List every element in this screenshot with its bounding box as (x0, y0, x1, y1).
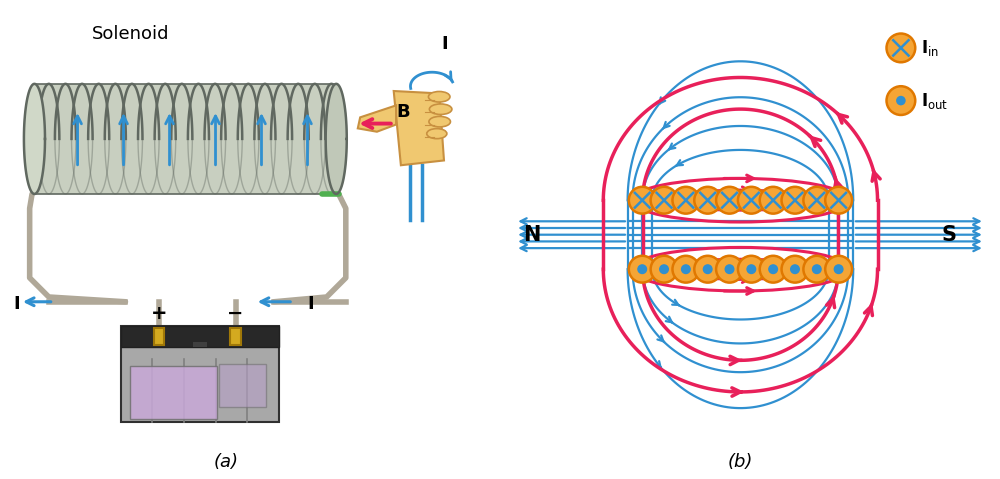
Polygon shape (394, 91, 444, 165)
Ellipse shape (429, 116, 450, 127)
Polygon shape (321, 84, 342, 139)
Circle shape (694, 187, 721, 214)
Polygon shape (238, 84, 259, 139)
Text: I: I (442, 35, 448, 53)
Circle shape (629, 187, 656, 214)
Text: $\mathbf{I}_{\rm in}$: $\mathbf{I}_{\rm in}$ (921, 38, 939, 58)
Bar (121, 326, 279, 422)
Circle shape (896, 96, 906, 105)
Text: $\mathbf{I}_{\rm out}$: $\mathbf{I}_{\rm out}$ (921, 91, 949, 111)
Polygon shape (155, 84, 176, 139)
Circle shape (782, 256, 808, 283)
Text: N: N (523, 225, 541, 245)
Circle shape (760, 187, 787, 214)
Bar (121, 326, 279, 347)
Polygon shape (271, 84, 292, 139)
Circle shape (738, 256, 765, 283)
Text: I: I (307, 295, 314, 313)
Polygon shape (38, 84, 59, 139)
Circle shape (747, 265, 756, 274)
Polygon shape (205, 84, 226, 139)
Circle shape (825, 187, 852, 214)
Polygon shape (304, 84, 325, 139)
Bar (130, 366, 217, 419)
Text: (b): (b) (728, 453, 753, 471)
Circle shape (660, 265, 668, 274)
Bar (154, 328, 164, 345)
Polygon shape (105, 84, 126, 139)
Text: +: + (151, 304, 167, 323)
Circle shape (638, 265, 647, 274)
Ellipse shape (427, 129, 447, 139)
Polygon shape (138, 84, 159, 139)
Circle shape (803, 187, 830, 214)
Bar (193, 342, 207, 347)
Polygon shape (55, 84, 76, 139)
Circle shape (703, 265, 712, 274)
Circle shape (760, 256, 787, 283)
Circle shape (716, 256, 743, 283)
Circle shape (738, 187, 765, 214)
Bar (34, 84, 336, 194)
Circle shape (651, 187, 677, 214)
Polygon shape (358, 105, 396, 132)
Text: (a): (a) (214, 453, 239, 471)
Circle shape (803, 256, 830, 283)
Ellipse shape (428, 91, 450, 102)
Polygon shape (188, 84, 209, 139)
Polygon shape (326, 84, 347, 194)
Circle shape (825, 256, 852, 283)
Polygon shape (171, 84, 192, 139)
Circle shape (834, 265, 843, 274)
Text: I: I (13, 295, 20, 313)
Polygon shape (221, 84, 242, 139)
Circle shape (725, 265, 734, 274)
Circle shape (694, 256, 721, 283)
Bar (230, 328, 241, 345)
Circle shape (716, 187, 743, 214)
Circle shape (887, 34, 915, 62)
Circle shape (782, 187, 808, 214)
Text: −: − (227, 304, 244, 323)
Polygon shape (24, 84, 45, 194)
Polygon shape (72, 84, 93, 139)
Circle shape (672, 256, 699, 283)
Polygon shape (254, 84, 275, 139)
Circle shape (813, 265, 821, 274)
Circle shape (672, 187, 699, 214)
Ellipse shape (429, 104, 452, 114)
Circle shape (629, 256, 656, 283)
Circle shape (791, 265, 799, 274)
Circle shape (682, 265, 690, 274)
Circle shape (769, 265, 777, 274)
Polygon shape (121, 84, 142, 139)
Text: S: S (941, 225, 956, 245)
Circle shape (887, 86, 915, 115)
Bar (219, 364, 266, 407)
Text: B: B (396, 103, 410, 121)
Text: Solenoid: Solenoid (92, 24, 169, 43)
Polygon shape (288, 84, 309, 139)
Circle shape (651, 256, 677, 283)
Polygon shape (88, 84, 109, 139)
